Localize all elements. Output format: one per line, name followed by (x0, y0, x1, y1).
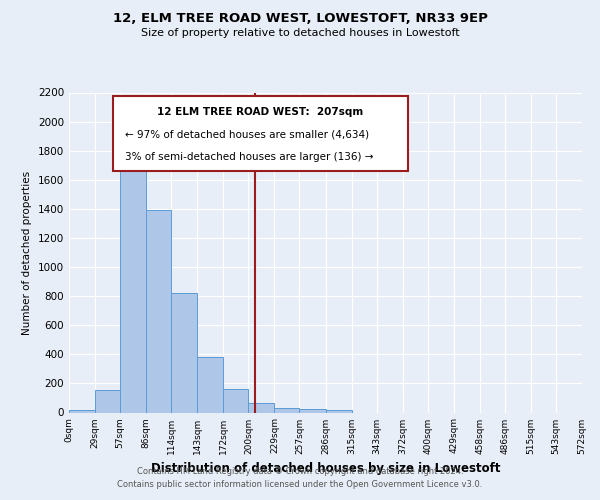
Text: Contains HM Land Registry data © Crown copyright and database right 2024.: Contains HM Land Registry data © Crown c… (137, 467, 463, 476)
Text: 12 ELM TREE ROAD WEST:  207sqm: 12 ELM TREE ROAD WEST: 207sqm (157, 107, 363, 117)
Bar (69, 410, 95, 412)
Bar (274, 408, 299, 412)
Text: ← 97% of detached houses are smaller (4,634): ← 97% of detached houses are smaller (4,… (125, 130, 370, 140)
Y-axis label: Number of detached properties: Number of detached properties (22, 170, 32, 334)
Text: Contains public sector information licensed under the Open Government Licence v3: Contains public sector information licen… (118, 480, 482, 489)
Bar (223, 388, 248, 412)
X-axis label: Distribution of detached houses by size in Lowestoft: Distribution of detached houses by size … (151, 462, 500, 475)
Bar (171, 292, 197, 412)
Text: 3% of semi-detached houses are larger (136) →: 3% of semi-detached houses are larger (1… (125, 152, 374, 162)
Bar (197, 356, 223, 412)
Bar (95, 390, 120, 412)
Bar (325, 410, 352, 412)
Text: 12, ELM TREE ROAD WEST, LOWESTOFT, NR33 9EP: 12, ELM TREE ROAD WEST, LOWESTOFT, NR33 … (113, 12, 487, 26)
Bar (146, 210, 171, 412)
FancyBboxPatch shape (113, 96, 407, 171)
Bar (120, 165, 146, 412)
Bar (248, 403, 274, 412)
Bar (299, 409, 326, 412)
Text: Size of property relative to detached houses in Lowestoft: Size of property relative to detached ho… (140, 28, 460, 38)
